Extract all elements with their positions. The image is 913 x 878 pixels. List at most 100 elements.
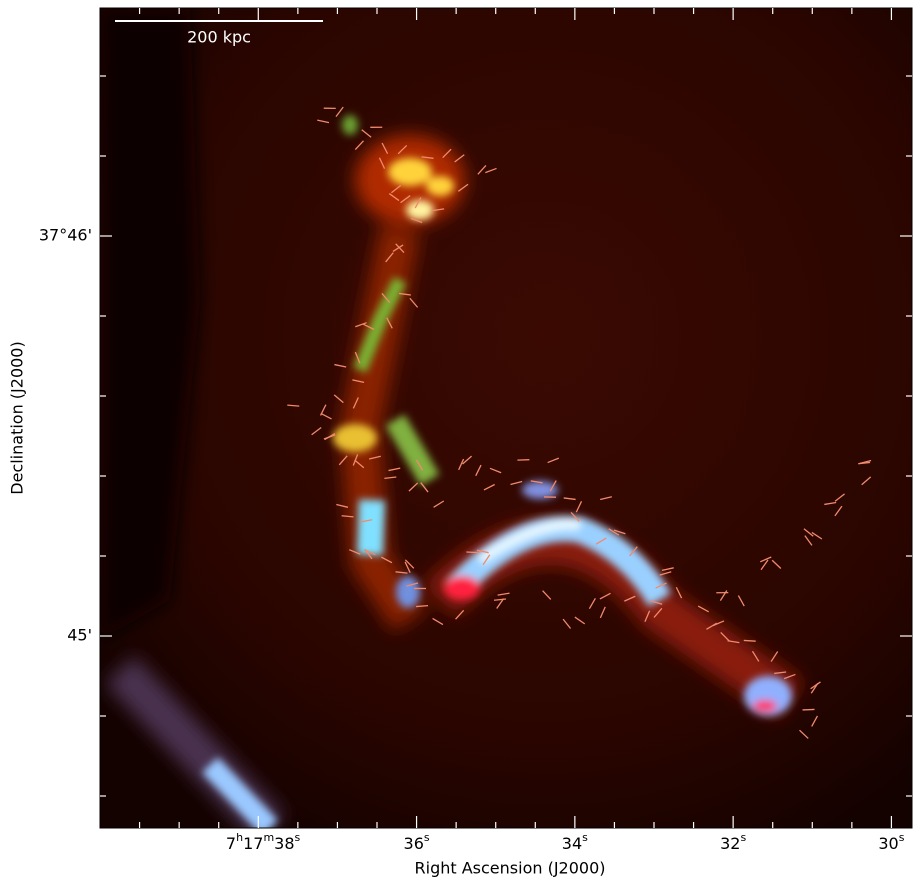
polarization-vector: [600, 496, 613, 501]
polarization-vector: [588, 597, 596, 609]
polarization-vector: [737, 595, 745, 607]
y-tick-label: 37°46': [39, 226, 92, 245]
polarization-vector: [406, 582, 419, 587]
polarization-vector: [644, 610, 651, 622]
sky-image: [100, 8, 912, 828]
polarization-vector: [384, 476, 397, 480]
polarization-vector: [675, 586, 683, 599]
polarization-vector: [416, 604, 429, 608]
polarization-vector: [655, 582, 667, 589]
polarization-vector: [432, 208, 445, 212]
polarization-vector: [311, 426, 322, 436]
polarization-vector: [510, 480, 523, 486]
polarization-vector: [360, 519, 373, 523]
polarization-vector: [320, 412, 332, 420]
polarization-vector: [395, 571, 408, 574]
polarization-vector: [388, 467, 401, 472]
polarization-vector: [653, 607, 663, 618]
polarization-vector: [608, 528, 620, 536]
polarization-vector: [485, 167, 497, 174]
polarization-vector: [774, 671, 787, 675]
plot-frame: [99, 7, 913, 829]
polarization-vector: [392, 244, 404, 252]
polarization-vector: [861, 476, 872, 486]
polarization-vector: [378, 157, 386, 169]
polarization-vector: [352, 454, 359, 466]
polarization-vector: [408, 482, 419, 492]
polarization-vector: [462, 455, 473, 465]
polarization-vector: [799, 729, 809, 739]
polarization-vector: [458, 458, 465, 471]
polarization-vector: [381, 293, 391, 303]
polarization-vector: [352, 379, 365, 384]
polarization-vector: [338, 455, 348, 466]
ticks: [100, 8, 912, 828]
polarization-vector: [804, 535, 813, 546]
y-tick-label: 45': [67, 626, 92, 645]
polarization-vector: [454, 154, 465, 163]
polarization-vector: [549, 480, 557, 492]
x-tick-label: 34s: [562, 831, 588, 853]
polarization-vector: [368, 455, 381, 460]
polarization-vector: [335, 106, 344, 117]
x-tick-label: 32s: [720, 831, 746, 853]
polarization-vector: [361, 129, 372, 138]
polarization-vector: [334, 363, 347, 368]
polarization-vector: [783, 673, 796, 680]
polarization-vector: [834, 493, 845, 502]
polarization-vector: [859, 459, 872, 465]
polarization-vector: [661, 567, 674, 571]
polarization-vector: [400, 195, 411, 204]
x-tick-label: 30s: [878, 831, 904, 853]
polarization-vector: [811, 715, 819, 727]
polarization-vector: [547, 457, 560, 464]
polarization-vector: [624, 595, 636, 602]
polarization-vector: [697, 605, 709, 613]
polarization-vector: [341, 515, 354, 518]
scale-bar: 200 kpc: [115, 20, 323, 47]
polarization-vector: [323, 434, 336, 440]
polarization-vector: [834, 505, 843, 517]
polarization-vector: [562, 618, 572, 629]
polarization-vector: [575, 501, 583, 513]
polarization-vector: [432, 617, 444, 626]
polarization-vector: [287, 404, 300, 407]
x-tick-label: 7h17m38s: [226, 831, 301, 853]
polarization-vector: [388, 193, 400, 202]
polarization-vector: [811, 531, 823, 540]
x-axis-label: Right Ascension (J2000): [415, 859, 606, 878]
polarization-vector: [570, 511, 580, 522]
polarization-vector: [333, 394, 344, 404]
polarization-vector: [629, 546, 638, 557]
polarization-vector: [659, 571, 672, 576]
polarization-vector: [455, 609, 465, 620]
polarization-vector: [349, 549, 361, 555]
polarization-vector: [354, 459, 365, 469]
polarization-vector: [599, 606, 606, 619]
polarization-vector: [810, 681, 821, 690]
polarization-vector: [727, 640, 740, 644]
polarization-vector: [760, 559, 769, 571]
polarization-vector: [352, 397, 359, 409]
polarization-vector: [563, 497, 576, 501]
polarization-vector: [599, 592, 611, 600]
polarization-vector: [364, 548, 373, 560]
polarization-vector: [759, 556, 772, 563]
polarization-vector: [497, 592, 510, 596]
polarization-vector: [489, 467, 502, 474]
polarization-vector: [317, 119, 330, 124]
y-axis-label: Declination (J2000): [8, 341, 27, 494]
polarization-vector: [482, 554, 491, 566]
polarization-vector: [542, 590, 552, 600]
polarization-vector: [613, 529, 626, 535]
polarization-vector: [595, 537, 607, 545]
polarization-vector: [483, 483, 495, 491]
polarization-vector: [720, 632, 730, 642]
polarization-vector: [574, 616, 586, 625]
polarization-vector: [477, 165, 487, 175]
polarization-vector: [530, 480, 543, 484]
polarization-vector: [390, 184, 402, 194]
polarization-vector: [712, 620, 725, 627]
polarization-vector: [355, 322, 367, 328]
